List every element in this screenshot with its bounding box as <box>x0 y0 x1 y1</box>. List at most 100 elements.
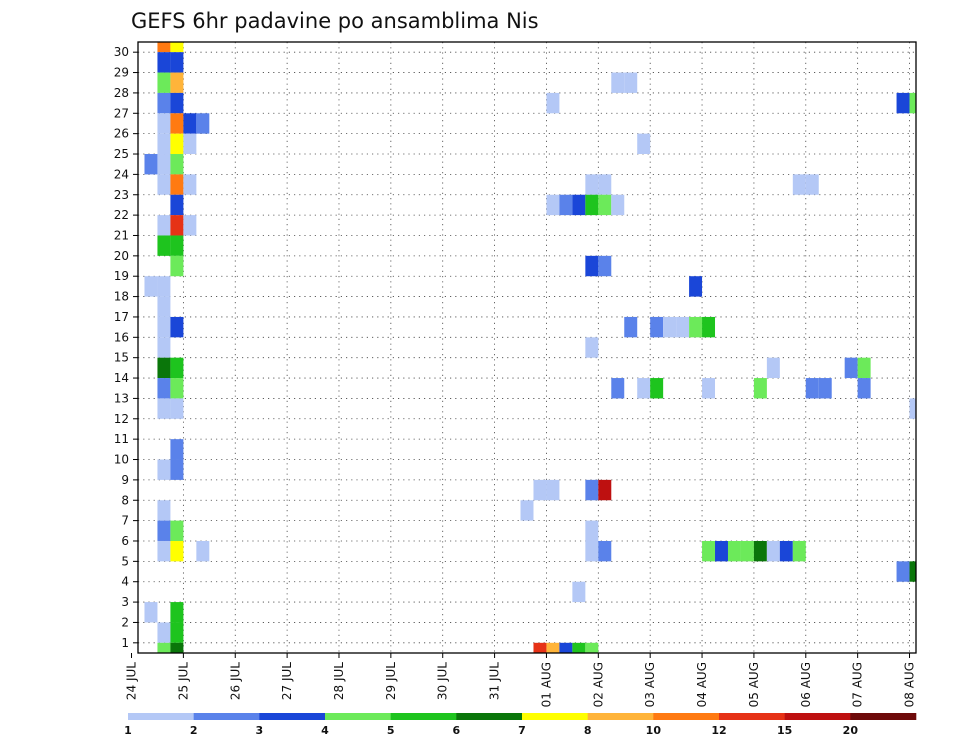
y-tick-label: 5 <box>121 554 129 568</box>
precip-cell <box>766 357 780 379</box>
precip-cell <box>520 500 534 521</box>
y-tick-label: 27 <box>114 106 129 120</box>
precip-cell <box>157 540 171 562</box>
plot-frame <box>137 41 917 654</box>
y-tick-label: 26 <box>114 127 129 141</box>
x-tick-label: 31 JUL <box>488 662 502 700</box>
precip-cell <box>170 92 184 114</box>
precip-cell <box>805 174 819 195</box>
precip-cell <box>702 316 716 338</box>
precip-cell <box>157 296 171 317</box>
y-tick-label: 30 <box>114 45 129 59</box>
precip-cell <box>585 520 599 541</box>
precip-cell <box>157 154 171 175</box>
colorbar-swatch <box>325 713 391 720</box>
precip-cell <box>170 72 184 93</box>
precip-cell <box>805 378 819 399</box>
precip-cell <box>157 642 171 653</box>
precip-cell <box>585 479 599 501</box>
x-axis: 24 JUL 25 JUL 26 JUL 27 JUL 28 JUL 29 JUL 30 J… <box>125 653 917 707</box>
precip-cell <box>157 52 171 73</box>
precip-cell <box>753 540 767 562</box>
precip-cell <box>170 316 184 338</box>
precip-cell <box>546 479 560 501</box>
precip-cell <box>157 622 171 643</box>
precip-cell <box>170 602 184 623</box>
y-tick-label: 4 <box>121 575 129 589</box>
x-tick-label: 07 AUG <box>851 662 865 707</box>
y-axis: 1234567891011121314151617181920212223242… <box>114 45 138 650</box>
precip-cell <box>676 316 690 338</box>
precip-cell <box>157 113 171 134</box>
precip-cell <box>157 337 171 358</box>
precip-cell <box>157 357 171 379</box>
precip-cell <box>689 276 703 297</box>
x-tick-label: 06 AUG <box>799 662 813 707</box>
precip-cell <box>157 42 171 53</box>
precip-cell <box>585 540 599 562</box>
precip-cell <box>546 642 560 653</box>
precip-cell <box>533 479 547 501</box>
y-tick-label: 22 <box>114 208 129 222</box>
y-tick-label: 12 <box>114 412 129 426</box>
precip-cell <box>702 378 716 399</box>
colorbar-swatch <box>193 713 260 720</box>
x-tick-label: 29 JUL <box>384 662 398 700</box>
precip-cell <box>170 520 184 541</box>
precip-cell <box>753 378 767 399</box>
precip-cell <box>546 92 560 114</box>
colorbar-swatch <box>259 713 326 720</box>
x-tick-label: 24 JUL <box>125 662 139 700</box>
precip-cell <box>585 174 599 195</box>
precip-cell <box>170 42 184 53</box>
precip-cell <box>624 72 638 93</box>
precip-cell <box>792 540 806 562</box>
x-tick-label: 27 JUL <box>280 662 294 700</box>
precip-cell <box>779 540 793 562</box>
precip-cell <box>624 316 638 338</box>
precip-cell <box>170 52 184 73</box>
precip-cell <box>157 459 171 480</box>
precip-cell <box>196 540 210 562</box>
precip-cell <box>546 194 560 216</box>
x-tick-label: 26 JUL <box>228 662 242 700</box>
precip-cell <box>157 398 171 419</box>
precip-cell <box>740 540 754 562</box>
precip-cell <box>909 561 916 582</box>
x-tick-label: 28 JUL <box>332 662 346 700</box>
precip-cell <box>183 174 197 195</box>
precip-cell <box>572 642 586 653</box>
precip-cell <box>157 92 171 114</box>
x-tick-label: 03 AUG <box>643 662 657 707</box>
precip-cell <box>637 378 651 399</box>
y-tick-label: 13 <box>114 391 129 405</box>
precip-cell <box>857 357 871 379</box>
precip-cell <box>585 255 599 277</box>
y-tick-label: 3 <box>121 595 129 609</box>
precip-cell <box>637 133 651 155</box>
precip-cell <box>157 215 171 236</box>
colorbar-swatch <box>522 713 588 720</box>
precip-cell <box>157 133 171 155</box>
precip-cell <box>598 194 612 216</box>
y-tick-label: 16 <box>114 330 129 344</box>
precip-cell <box>598 540 612 562</box>
colorbar-swatch <box>128 713 194 720</box>
precip-cell <box>650 316 664 338</box>
precip-cell <box>157 72 171 93</box>
colorbar-swatch <box>653 713 720 720</box>
precip-cell <box>572 581 586 603</box>
precip-cell <box>585 194 599 216</box>
precip-cell <box>857 378 871 399</box>
x-tick-label: 04 AUG <box>695 662 709 707</box>
colorbar-label: 1 <box>124 724 132 737</box>
precip-cell <box>170 378 184 399</box>
precip-cell <box>818 378 832 399</box>
y-tick-label: 29 <box>114 66 129 80</box>
precip-cell <box>611 194 625 216</box>
y-tick-label: 14 <box>114 371 129 385</box>
precip-cell <box>170 154 184 175</box>
y-tick-label: 19 <box>114 269 129 283</box>
precip-cell <box>663 316 677 338</box>
y-tick-label: 1 <box>121 636 129 650</box>
